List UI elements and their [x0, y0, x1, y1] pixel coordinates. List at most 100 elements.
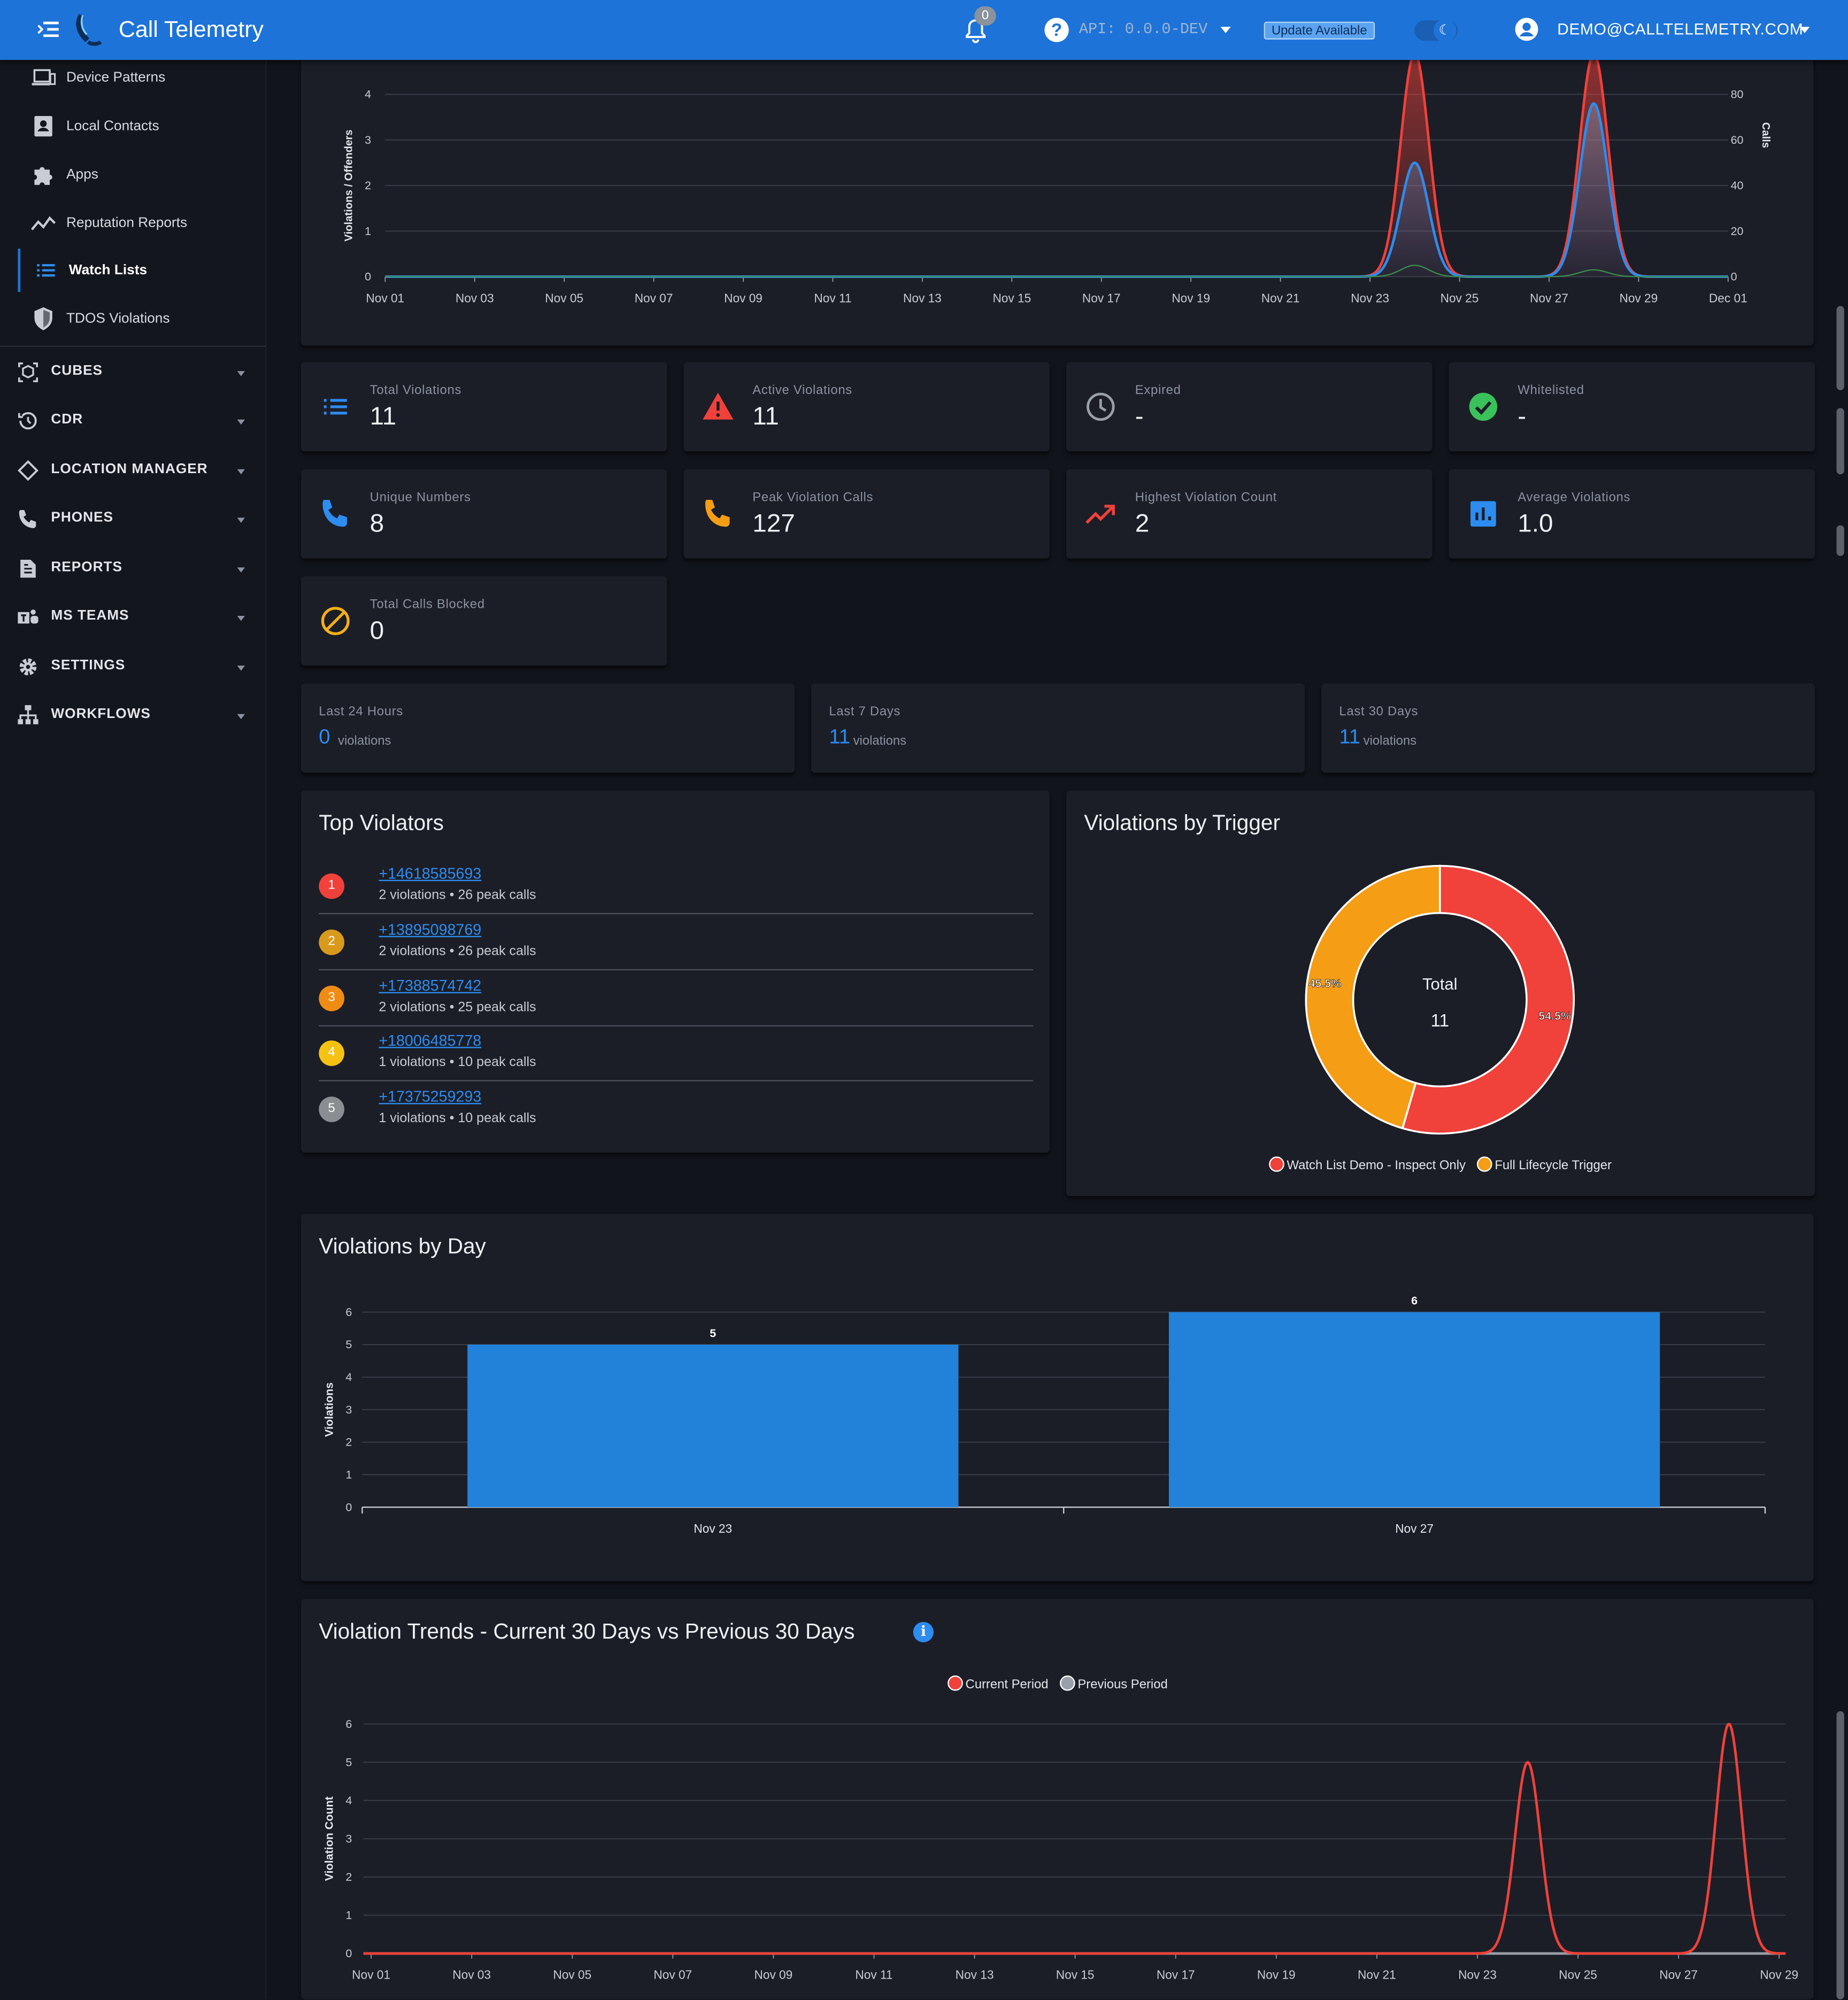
stat-label: Active Violations — [752, 383, 852, 398]
x-tick-label: Nov 25 — [1441, 291, 1479, 305]
sidebar-section-label: MS TEAMS — [51, 608, 129, 624]
menu-toggle-icon[interactable] — [36, 17, 61, 42]
y-tick-label: 0 — [365, 271, 371, 283]
stat-value: 0 — [369, 617, 384, 645]
y-tick-label: 2 — [345, 1871, 352, 1883]
sidebar-section-ms-teams[interactable]: MS TEAMS — [0, 594, 265, 640]
api-version[interactable]: API: 0.0.0-DEV — [1079, 20, 1208, 38]
x-tick-label: Nov 29 — [1620, 291, 1658, 305]
stat-label: Highest Violation Count — [1135, 491, 1277, 505]
x-tick-label: Nov 11 — [855, 1968, 892, 1982]
violator-number-link[interactable]: +14618585693 — [379, 864, 482, 883]
stat-value: 2 — [1135, 510, 1150, 538]
sidebar-item-reputation-reports[interactable]: Reputation Reports — [18, 202, 265, 245]
violations-series-area — [385, 103, 1728, 277]
x-tick-label: Nov 27 — [1530, 291, 1568, 305]
sidebar-item-device-patterns[interactable]: Device Patterns — [18, 56, 265, 99]
x-tick-label: Nov 05 — [553, 1968, 591, 1982]
chevron-down-icon — [237, 666, 245, 671]
sidebar-item-label: Local Contacts — [66, 118, 159, 134]
clock-icon — [1084, 390, 1117, 423]
user-menu-chevron-icon[interactable] — [1799, 27, 1810, 34]
x-tick-label: Dec 01 — [1709, 291, 1747, 305]
sidebar-item-apps[interactable]: Apps — [18, 153, 265, 196]
app-title[interactable]: Call Telemetry — [118, 17, 264, 42]
chevron-down-icon — [237, 567, 245, 573]
sidebar-section-cdr[interactable]: CDR — [0, 398, 265, 444]
chart-title: Violations by Trigger — [1084, 810, 1280, 836]
y2-tick-label: 40 — [1731, 179, 1744, 192]
legend-swatch — [948, 1675, 963, 1691]
top-app-bar: Call Telemetry 0 ? API: 0.0.0-DEV Update… — [0, 0, 1848, 60]
sidebar-item-label: Device Patterns — [66, 70, 166, 86]
sidebar-section-reports[interactable]: REPORTS — [0, 546, 265, 592]
user-email[interactable]: DEMO@CALLTELEMETRY.COM — [1557, 20, 1804, 38]
y-tick-label: 0 — [345, 1501, 352, 1513]
scrollbar-thumb[interactable] — [1836, 306, 1844, 390]
bar-value-label: 5 — [710, 1327, 716, 1340]
y-tick-label: 2 — [345, 1436, 352, 1449]
rank-badge: 4 — [319, 1040, 344, 1066]
trend-line-icon — [30, 211, 56, 236]
violation-trends-card: Violation Trends - Current 30 Days vs Pr… — [301, 1599, 1814, 1999]
stat-label: Total Violations — [369, 383, 462, 398]
sidebar-item-tdos-violations[interactable]: TDOS Violations — [18, 297, 265, 341]
update-available-button[interactable]: Update Available — [1264, 21, 1375, 40]
phone-icon — [319, 497, 352, 530]
help-icon[interactable]: ? — [1044, 18, 1069, 42]
y-tick-label: 6 — [345, 1306, 352, 1318]
bar-chart-icon — [1467, 497, 1500, 530]
y-tick-label: 1 — [345, 1909, 352, 1922]
trending-up-icon — [1084, 497, 1117, 530]
api-dropdown-chevron-icon[interactable] — [1220, 27, 1231, 34]
x-tick-label: Nov 09 — [724, 291, 763, 305]
stat-value: 11 — [369, 403, 397, 431]
bar — [467, 1345, 959, 1508]
sidebar-item-watch-lists[interactable]: Watch Lists — [18, 249, 265, 292]
violator-number-link[interactable]: +17388574742 — [379, 976, 482, 995]
y-tick-label: 1 — [365, 225, 371, 237]
pie-slice — [1305, 864, 1441, 1130]
legend-entry: Current Period — [966, 1677, 1049, 1692]
x-tick-label: Nov 17 — [1157, 1968, 1195, 1982]
stat-card-active-violations: Active Violations 11 — [683, 362, 1050, 452]
violator-number-link[interactable]: +18006485778 — [379, 1031, 482, 1049]
period-card-7d: Last 7 Days 11 violations — [811, 683, 1305, 773]
warning-icon — [702, 390, 735, 423]
x-tick-label: Nov 21 — [1261, 291, 1300, 305]
y-tick-label: 3 — [345, 1403, 352, 1416]
moon-icon[interactable]: ☾ — [1433, 19, 1457, 42]
sidebar-section-label: LOCATION MANAGER — [51, 461, 208, 477]
period-value: 11 — [829, 727, 850, 749]
scrollbar-thumb[interactable] — [1836, 525, 1844, 556]
sidebar-section-settings[interactable]: SETTINGS — [0, 644, 265, 690]
stat-card-whitelisted: Whitelisted - — [1449, 362, 1815, 452]
scrollbar-thumb[interactable] — [1836, 1711, 1844, 1999]
violator-number-link[interactable]: +13895098769 — [379, 921, 482, 939]
sidebar-item-local-contacts[interactable]: Local Contacts — [18, 105, 265, 148]
y-tick-label: 4 — [365, 88, 371, 101]
sidebar-section-phones[interactable]: PHONES — [0, 496, 265, 542]
y2-axis-label: Calls — [1760, 122, 1772, 148]
period-label: Last 7 Days — [829, 705, 901, 720]
account-circle-icon[interactable] — [1514, 17, 1539, 42]
sidebar-item-label: Apps — [66, 167, 98, 183]
stat-value: 127 — [752, 510, 795, 538]
violator-number-link[interactable]: +17375259293 — [379, 1087, 482, 1106]
sidebar-section-cubes[interactable]: CUBES — [0, 350, 265, 396]
y2-tick-label: 80 — [1731, 88, 1744, 101]
list-item: 5 +17375259293 1 violations • 10 peak ca… — [319, 1082, 1033, 1138]
period-label: Last 30 Days — [1339, 705, 1419, 720]
sidebar-section-location-manager[interactable]: LOCATION MANAGER — [0, 447, 265, 493]
phone-icon — [702, 497, 735, 530]
info-icon[interactable]: i — [913, 1621, 934, 1643]
slice-label: 45.5% — [1308, 977, 1341, 990]
sidebar-section-workflows[interactable]: WORKFLOWS — [0, 692, 265, 738]
legend-entry: Full Lifecycle Trigger — [1495, 1158, 1612, 1172]
stat-value: - — [1518, 403, 1527, 431]
violator-detail: 2 violations • 26 peak calls — [379, 887, 536, 903]
x-tick-label: Nov 19 — [1172, 291, 1210, 305]
violations-by-day-chart: 0 1 2 3 4 5 6 Violations 5 Nov 23 6 Nov 27 — [323, 1294, 1766, 1535]
scrollbar-thumb[interactable] — [1836, 408, 1844, 475]
